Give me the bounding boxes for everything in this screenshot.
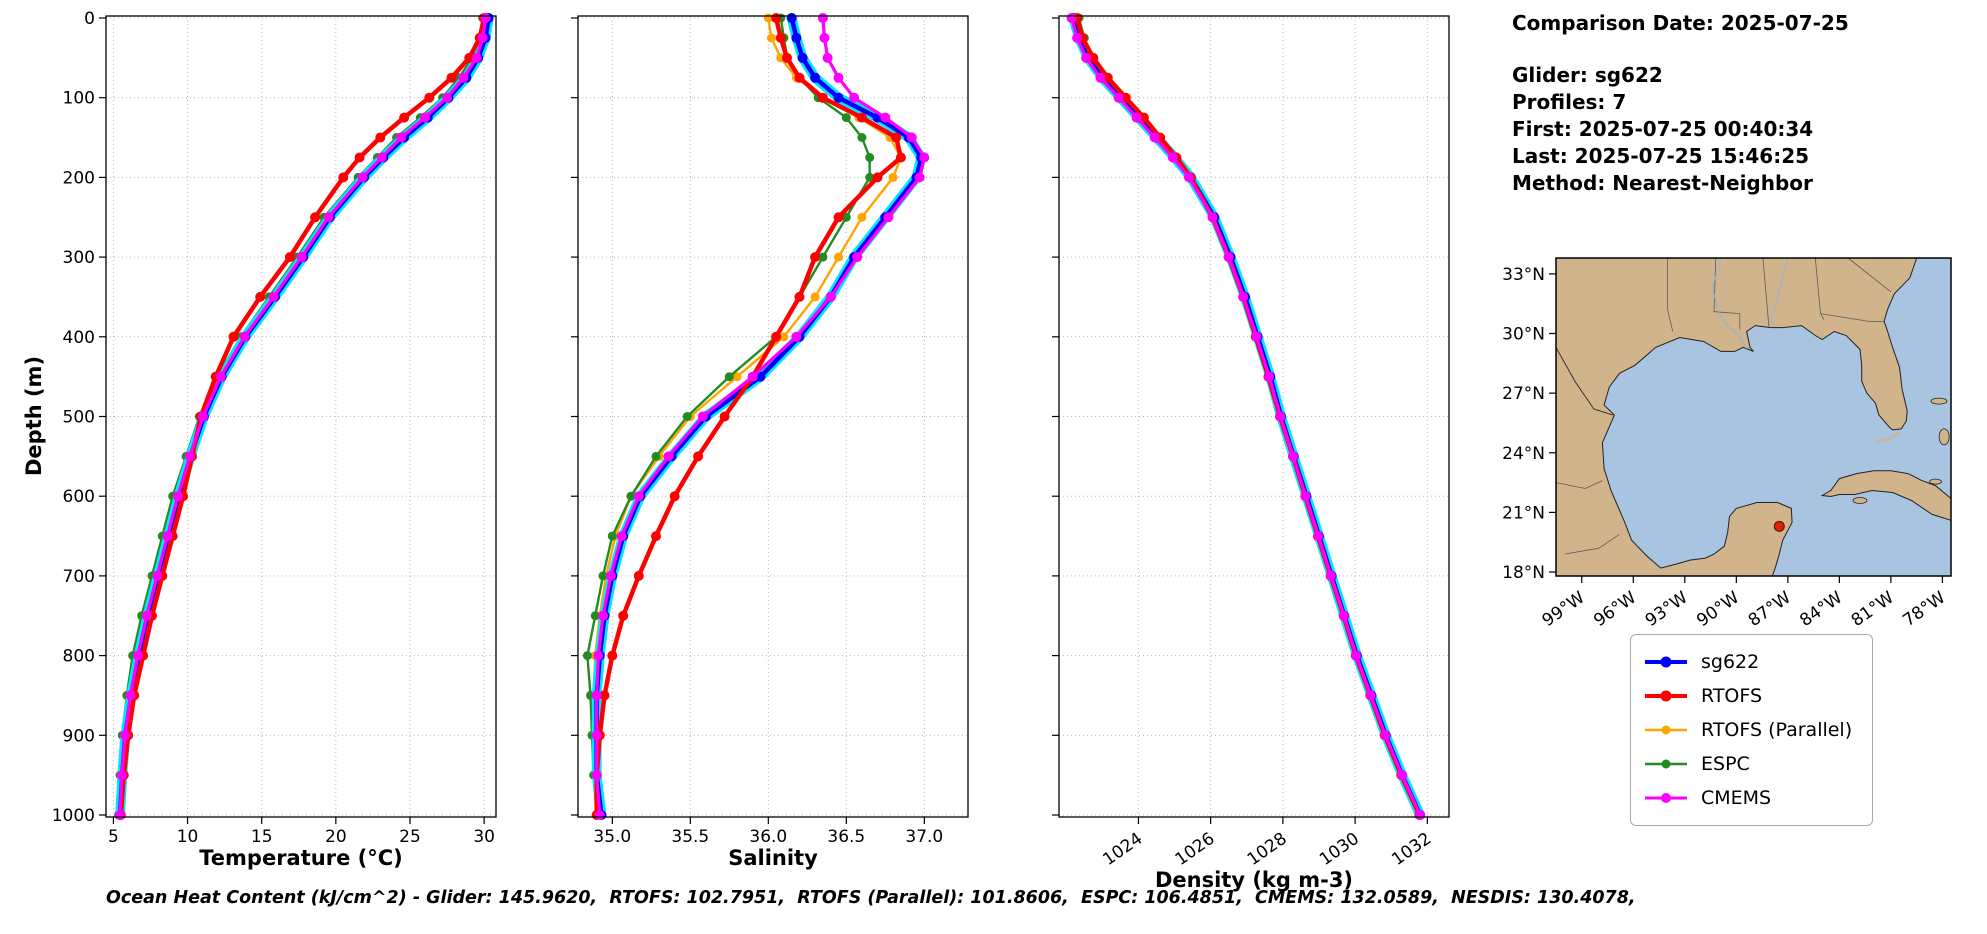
- legend-label: CMEMS: [1701, 787, 1772, 809]
- map-lon-tick-label: 84°W: [1796, 588, 1846, 631]
- map-lat-tick-label: 21°N: [1502, 503, 1545, 523]
- svg-text:0: 0: [84, 9, 95, 29]
- legend-line-sample: [1645, 759, 1687, 769]
- map-lat-tick-label: 18°N: [1502, 563, 1545, 583]
- svg-text:1026: 1026: [1172, 829, 1219, 870]
- map-lon-tick-label: 96°W: [1590, 588, 1640, 631]
- legend-line-sample: [1645, 793, 1687, 803]
- map-frame: [1555, 257, 1952, 577]
- map-state-line: [1713, 257, 1741, 330]
- legend-item-rtofs: RTOFS: [1643, 679, 1852, 713]
- legend-line-sample: [1645, 690, 1687, 702]
- svg-text:700: 700: [63, 567, 95, 587]
- svg-text:500: 500: [63, 408, 95, 428]
- svg-text:900: 900: [63, 726, 95, 746]
- legend-line-sample: [1645, 656, 1687, 668]
- glider-location-marker: [1773, 520, 1785, 532]
- map-state-line: [1762, 257, 1770, 328]
- svg-text:25: 25: [399, 827, 421, 847]
- svg-text:1030: 1030: [1316, 829, 1363, 870]
- svg-text:1024: 1024: [1099, 829, 1146, 870]
- map-florida-keys: [1876, 431, 1901, 444]
- map-state-line: [1564, 533, 1620, 555]
- svg-text:300: 300: [63, 248, 95, 268]
- last-profile-time: Last: 2025-07-25 15:46:25: [1512, 144, 1810, 168]
- svg-text:10: 10: [177, 827, 199, 847]
- svg-text:1028: 1028: [1244, 829, 1291, 870]
- legend-label: RTOFS (Parallel): [1701, 719, 1853, 741]
- map-island: [1930, 397, 1948, 405]
- svg-text:1032: 1032: [1388, 829, 1435, 870]
- map-island: [1852, 497, 1868, 504]
- svg-text:37.0: 37.0: [905, 827, 943, 847]
- map-river: [1770, 257, 1789, 326]
- legend: sg622 RTOFS RTOFS (Parallel) ESPC CMEMS: [1630, 634, 1874, 826]
- gulf-of-mexico-map: 33°N 30°N 27°N 24°N 21°N 18°N 99°W 96°W 93°W 90°W…: [1502, 257, 1952, 631]
- svg-text:200: 200: [63, 168, 95, 188]
- map-lon-tick-label: 81°W: [1848, 588, 1898, 631]
- svg-text:1000: 1000: [52, 806, 95, 826]
- comparison-date: Comparison Date: 2025-07-25: [1512, 11, 1849, 35]
- map-island: [1938, 428, 1950, 446]
- map-state-line: [1667, 258, 1674, 332]
- svg-text:600: 600: [63, 487, 95, 507]
- legend-item-espc: ESPC: [1643, 747, 1852, 781]
- map-lon-tick-label: 99°W: [1539, 588, 1589, 631]
- map-lat-tick-label: 24°N: [1502, 444, 1545, 464]
- salinity-profile-plot: 35.0 35.5 36.0 36.5 37.0: [571, 13, 969, 847]
- svg-text:30: 30: [473, 827, 495, 847]
- legend-item-sg622: sg622: [1643, 645, 1852, 679]
- temperature-axis-label: Temperature (°C): [199, 846, 403, 870]
- density-axis-label: Density (kg m-3): [1154, 868, 1354, 892]
- map-state-line: [1820, 313, 1884, 322]
- svg-text:35.0: 35.0: [593, 827, 631, 847]
- svg-text:800: 800: [63, 647, 95, 667]
- legend-label: sg622: [1701, 651, 1760, 673]
- map-state-line: [1555, 480, 1603, 489]
- map-river: [1711, 257, 1748, 349]
- legend-label: ESPC: [1701, 753, 1750, 775]
- svg-text:20: 20: [325, 827, 347, 847]
- svg-text:36.0: 36.0: [749, 827, 787, 847]
- salinity-axis-label: Salinity: [728, 846, 818, 870]
- svg-text:5: 5: [108, 827, 119, 847]
- info-spacer: [1512, 37, 1849, 62]
- svg-text:36.5: 36.5: [827, 827, 865, 847]
- map-lon-tick-label: 90°W: [1693, 588, 1743, 631]
- legend-label: RTOFS: [1701, 685, 1763, 707]
- legend-item-cmems: CMEMS: [1643, 781, 1852, 815]
- map-lat-tick-label: 30°N: [1502, 325, 1545, 345]
- svg-text:35.5: 35.5: [671, 827, 709, 847]
- first-profile-time: First: 2025-07-25 00:40:34: [1512, 117, 1814, 141]
- map-lon-tick-label: 78°W: [1899, 588, 1949, 631]
- map-lon-tick-label: 93°W: [1642, 588, 1692, 631]
- map-land: [1555, 257, 1918, 577]
- depth-axis-label: Depth (m): [22, 355, 46, 477]
- comparison-method: Method: Nearest-Neighbor: [1512, 171, 1813, 195]
- map-border-line: [1555, 347, 1613, 416]
- profiles-count: Profiles: 7: [1512, 90, 1627, 114]
- svg-text:100: 100: [63, 89, 95, 109]
- temperature-profile-plot: 5 10 15 20 25 3001002003004005006007008009001…: [52, 9, 497, 847]
- map-lat-tick-label: 27°N: [1502, 384, 1545, 404]
- glider-name: Glider: sg622: [1512, 63, 1663, 87]
- map-lat-tick-label: 33°N: [1502, 265, 1545, 285]
- map-island: [1929, 478, 1942, 485]
- svg-text:15: 15: [251, 827, 273, 847]
- map-state-line: [1847, 257, 1892, 293]
- legend-line-sample: [1645, 725, 1687, 735]
- info-panel: Comparison Date: 2025-07-25 Glider: sg62…: [1512, 10, 1849, 197]
- density-profile-plot: 1024 1026 1028 1030 1032: [1052, 13, 1450, 870]
- ohc-summary: Ocean Heat Content (kJ/cm^2) - Glider: 1…: [106, 888, 1636, 908]
- legend-item-rtofs-parallel-: RTOFS (Parallel): [1643, 713, 1852, 747]
- map-lon-tick-label: 87°W: [1745, 588, 1795, 631]
- svg-text:400: 400: [63, 328, 95, 348]
